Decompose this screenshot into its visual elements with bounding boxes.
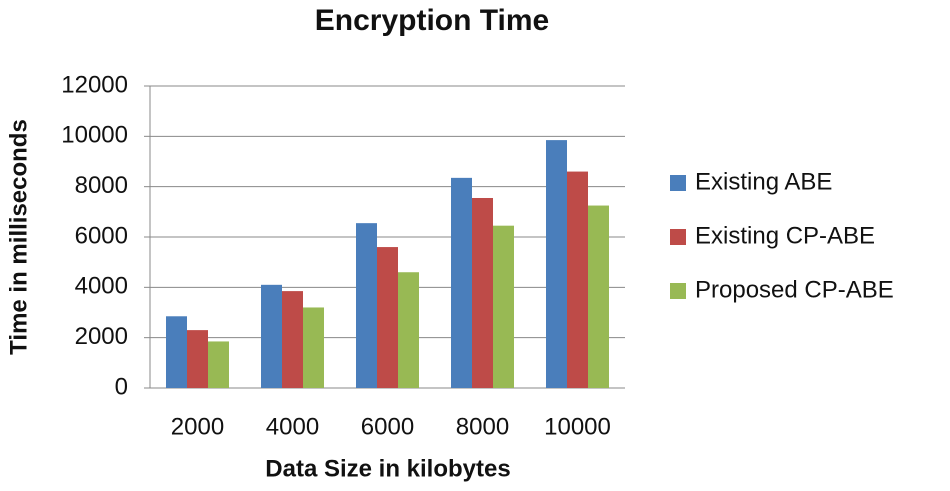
bar — [546, 140, 567, 388]
y-tick-label: 8000 — [75, 172, 128, 199]
y-tick-label: 4000 — [75, 273, 128, 300]
bar — [208, 341, 229, 388]
legend-label: Proposed CP-ABE — [695, 276, 894, 303]
x-tick-label: 10000 — [544, 413, 611, 440]
x-tick-label: 8000 — [456, 413, 509, 440]
y-tick-label: 10000 — [61, 122, 128, 149]
legend-swatch — [670, 229, 686, 245]
legend-label: Existing ABE — [695, 168, 832, 195]
bar — [356, 223, 377, 388]
y-tick-label: 12000 — [61, 71, 128, 98]
bar — [588, 205, 609, 388]
x-tick-label: 6000 — [361, 413, 414, 440]
bar — [493, 225, 514, 388]
y-axis-label: Time in milliseconds — [5, 119, 32, 355]
bar — [261, 284, 282, 388]
bar — [451, 177, 472, 388]
legend-swatch — [670, 175, 686, 191]
bar — [166, 316, 187, 388]
legend-swatch — [670, 283, 686, 299]
bar — [187, 330, 208, 388]
bar — [303, 307, 324, 388]
y-tick-label: 6000 — [75, 222, 128, 249]
bar — [377, 247, 398, 388]
x-axis-label: Data Size in kilobytes — [265, 455, 510, 482]
bar — [398, 272, 419, 388]
chart-title: Encryption Time — [315, 4, 550, 37]
x-tick-label: 2000 — [171, 413, 224, 440]
bar — [567, 171, 588, 388]
y-tick-label: 0 — [115, 373, 128, 400]
bar — [282, 291, 303, 388]
legend-label: Existing CP-ABE — [695, 222, 875, 249]
bar — [472, 197, 493, 388]
y-tick-label: 2000 — [75, 323, 128, 350]
x-tick-label: 4000 — [266, 413, 319, 440]
